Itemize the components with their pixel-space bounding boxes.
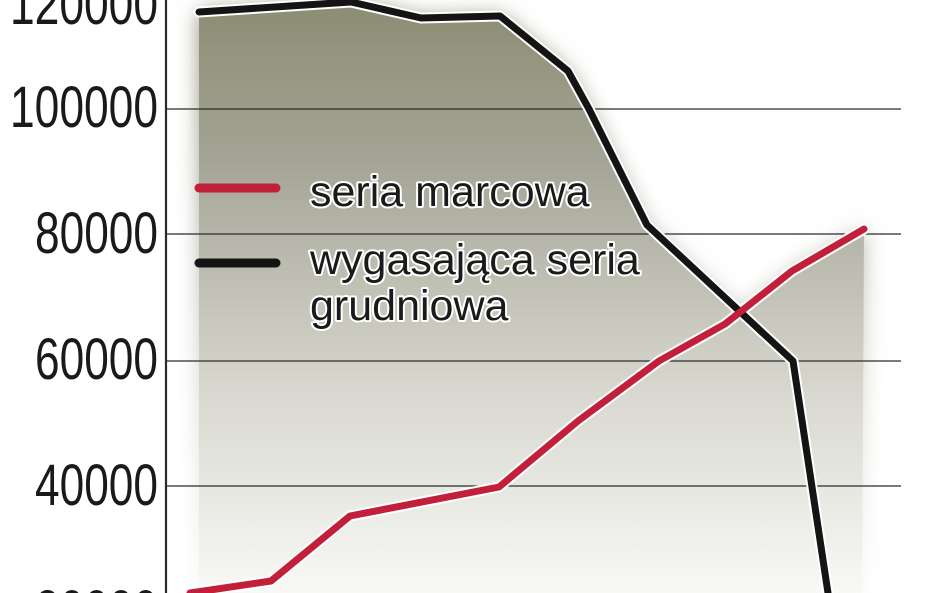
svg-text:120000: 120000 <box>10 0 158 37</box>
svg-text:40000: 40000 <box>35 453 158 518</box>
svg-text:grudniowa: grudniowa <box>310 282 508 330</box>
svg-text:wygasająca seria: wygasająca seria <box>309 236 640 284</box>
svg-text:80000: 80000 <box>35 201 158 266</box>
svg-text:100000: 100000 <box>10 75 158 140</box>
svg-text:20000: 20000 <box>35 579 158 593</box>
svg-text:seria marcowa: seria marcowa <box>310 168 590 216</box>
svg-text:60000: 60000 <box>35 327 158 392</box>
